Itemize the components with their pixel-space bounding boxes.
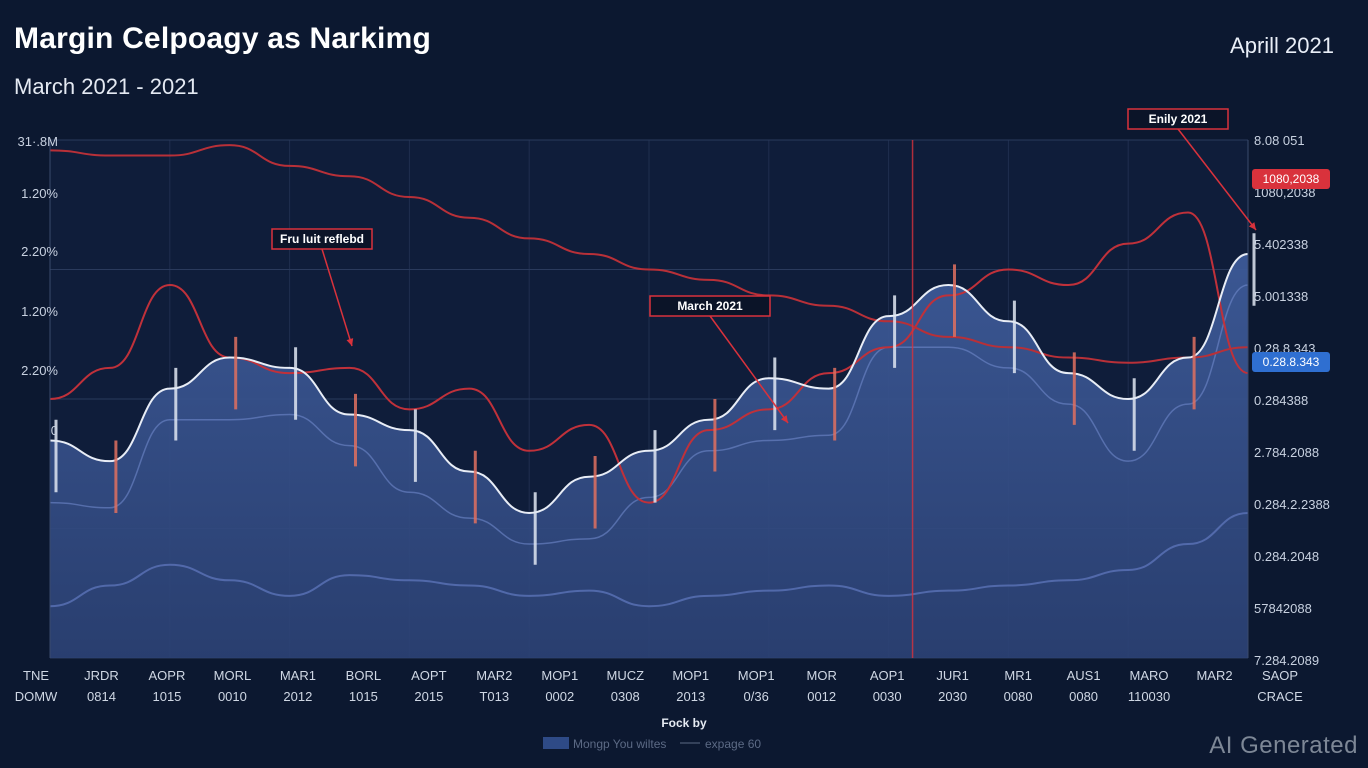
x-axis-label-top: JUR1	[936, 668, 969, 683]
x-axis-label-top: MOR	[807, 668, 837, 683]
series-area-ghost	[49, 284, 1249, 545]
legend-label: Mongp You wiltes	[573, 737, 666, 751]
series-upper-trend	[49, 144, 1249, 364]
header-date: Aprill 2021	[1230, 33, 1334, 58]
x-axis-label-top: AOP1	[870, 668, 905, 683]
y-axis-label-right: 2.784.2088	[1254, 445, 1319, 460]
x-axis-label-top: MR1	[1004, 668, 1031, 683]
x-axis-label-bottom: 1015	[152, 689, 181, 704]
x-axis-label-bottom: 1015	[349, 689, 378, 704]
x-axis-label-top: MORL	[214, 668, 252, 683]
annotation-callout: Fru luit reflebd	[271, 228, 373, 347]
annotation-arrow-line	[1177, 128, 1257, 231]
axis-badge-label: 0.28.8.343	[1263, 355, 1320, 369]
x-axis-label-bottom: 2012	[283, 689, 312, 704]
series-area-fill	[50, 253, 1248, 658]
x-axis-label-bottom: 0/36	[744, 689, 769, 704]
x-axis-label-top: MAR2	[476, 668, 512, 683]
y-axis-label-right: 5.001338	[1254, 289, 1308, 304]
x-axis-label-bottom: 0010	[218, 689, 247, 704]
legend-title: Fock by	[661, 716, 707, 730]
series-area-outline	[49, 252, 1249, 514]
annotation-label: Enily 2021	[1149, 112, 1208, 126]
x-axis-label-bottom: 0030	[873, 689, 902, 704]
y-axis-label-right: 0.284.2048	[1254, 549, 1319, 564]
annotation-arrow-line	[709, 315, 789, 424]
annotation-arrow-head	[1248, 222, 1256, 230]
x-axis-label-bottom: 0814	[87, 689, 116, 704]
x-axis-label-bottom: T013	[479, 689, 509, 704]
y-axis-label-left: 0	[51, 423, 58, 438]
annotation-arrow-head	[346, 338, 354, 346]
legend-swatch-area	[543, 737, 569, 749]
x-axis-label-bottom: 0012	[807, 689, 836, 704]
x-axis-label-bottom: 2013	[676, 689, 705, 704]
y-axis-label-right: 0.284388	[1254, 393, 1308, 408]
x-axis-label-bottom: CRACE	[1257, 689, 1303, 704]
watermark: AI Generated	[1209, 732, 1358, 759]
y-axis-label-left: 2.20%	[21, 244, 58, 259]
axis-badge-label: 1080,2038	[1263, 172, 1320, 186]
legend-label: expage 60	[705, 737, 761, 751]
x-axis-label-bottom: DOMW	[15, 689, 58, 704]
x-axis-label-bottom: 0002	[545, 689, 574, 704]
y-axis-label-left: 31·.8M	[18, 134, 58, 149]
y-axis-label-left: 1.20%	[21, 304, 58, 319]
annotation-callout: March 2021	[649, 295, 789, 424]
axis-badge-bg	[1252, 169, 1330, 189]
annotation-arrow-line	[321, 248, 353, 347]
x-axis-label-top: JRDR	[84, 668, 119, 683]
axis-badge: 0.28.8.343	[1252, 352, 1330, 372]
legend: Fock by Mongp You wiltes expage 60	[543, 716, 761, 751]
y-axis-label-right: 8.08 051	[1254, 133, 1305, 148]
y-axis-label-left: 2.20%	[21, 363, 58, 378]
axis-badge: 1080,2038	[1252, 169, 1330, 189]
x-axis-label-bottom: 2030	[938, 689, 967, 704]
x-axis-label-top: MOP1	[672, 668, 709, 683]
y-axis-label-right: 5.402338	[1254, 237, 1308, 252]
chart-title: Margin Celpoagy as Narkimg	[14, 22, 431, 55]
x-axis-label-top: MOP1	[738, 668, 775, 683]
y-axis-label-right: 57842088	[1254, 601, 1312, 616]
x-axis-label-top: MUCZ	[606, 668, 644, 683]
y-axis-label-left: 1.20%	[21, 186, 58, 201]
annotation-arrow-head	[780, 415, 788, 423]
y-axis-label-right: 7.284.2089	[1254, 653, 1319, 668]
axis-badge-bg	[1252, 352, 1330, 372]
x-axis-label-bottom: 0080	[1004, 689, 1033, 704]
x-axis-label-top: SAOP	[1262, 668, 1298, 683]
x-axis-label-top: BORL	[346, 668, 381, 683]
annotation-label: March 2021	[677, 299, 743, 313]
series-lower-band	[49, 511, 1249, 608]
x-axis-label-top: MARO	[1130, 668, 1169, 683]
annotation-callout: Enily 2021	[1127, 108, 1257, 231]
x-axis-label-bottom: 0308	[611, 689, 640, 704]
x-axis-label-top: TNE	[23, 668, 49, 683]
series-spikes	[54, 233, 1256, 565]
x-axis-label-top: AUS1	[1067, 668, 1101, 683]
chart-subtitle: March 2021 - 2021	[14, 74, 199, 99]
x-axis-label-top: AOPT	[411, 668, 446, 683]
annotation-label: Fru luit reflebd	[280, 232, 364, 246]
x-axis-label-top: AOPR	[149, 668, 186, 683]
x-axis-label-top: MAR1	[280, 668, 316, 683]
x-axis-label-bottom: 2015	[414, 689, 443, 704]
y-axis-label-right: 0.284.2.2388	[1254, 497, 1330, 512]
x-axis-label-top: MAR2	[1196, 668, 1232, 683]
x-axis-label-bottom: 0080	[1069, 689, 1098, 704]
x-axis-label-top: MOP1	[541, 668, 578, 683]
x-axis-label-bottom: 110030	[1128, 689, 1170, 704]
